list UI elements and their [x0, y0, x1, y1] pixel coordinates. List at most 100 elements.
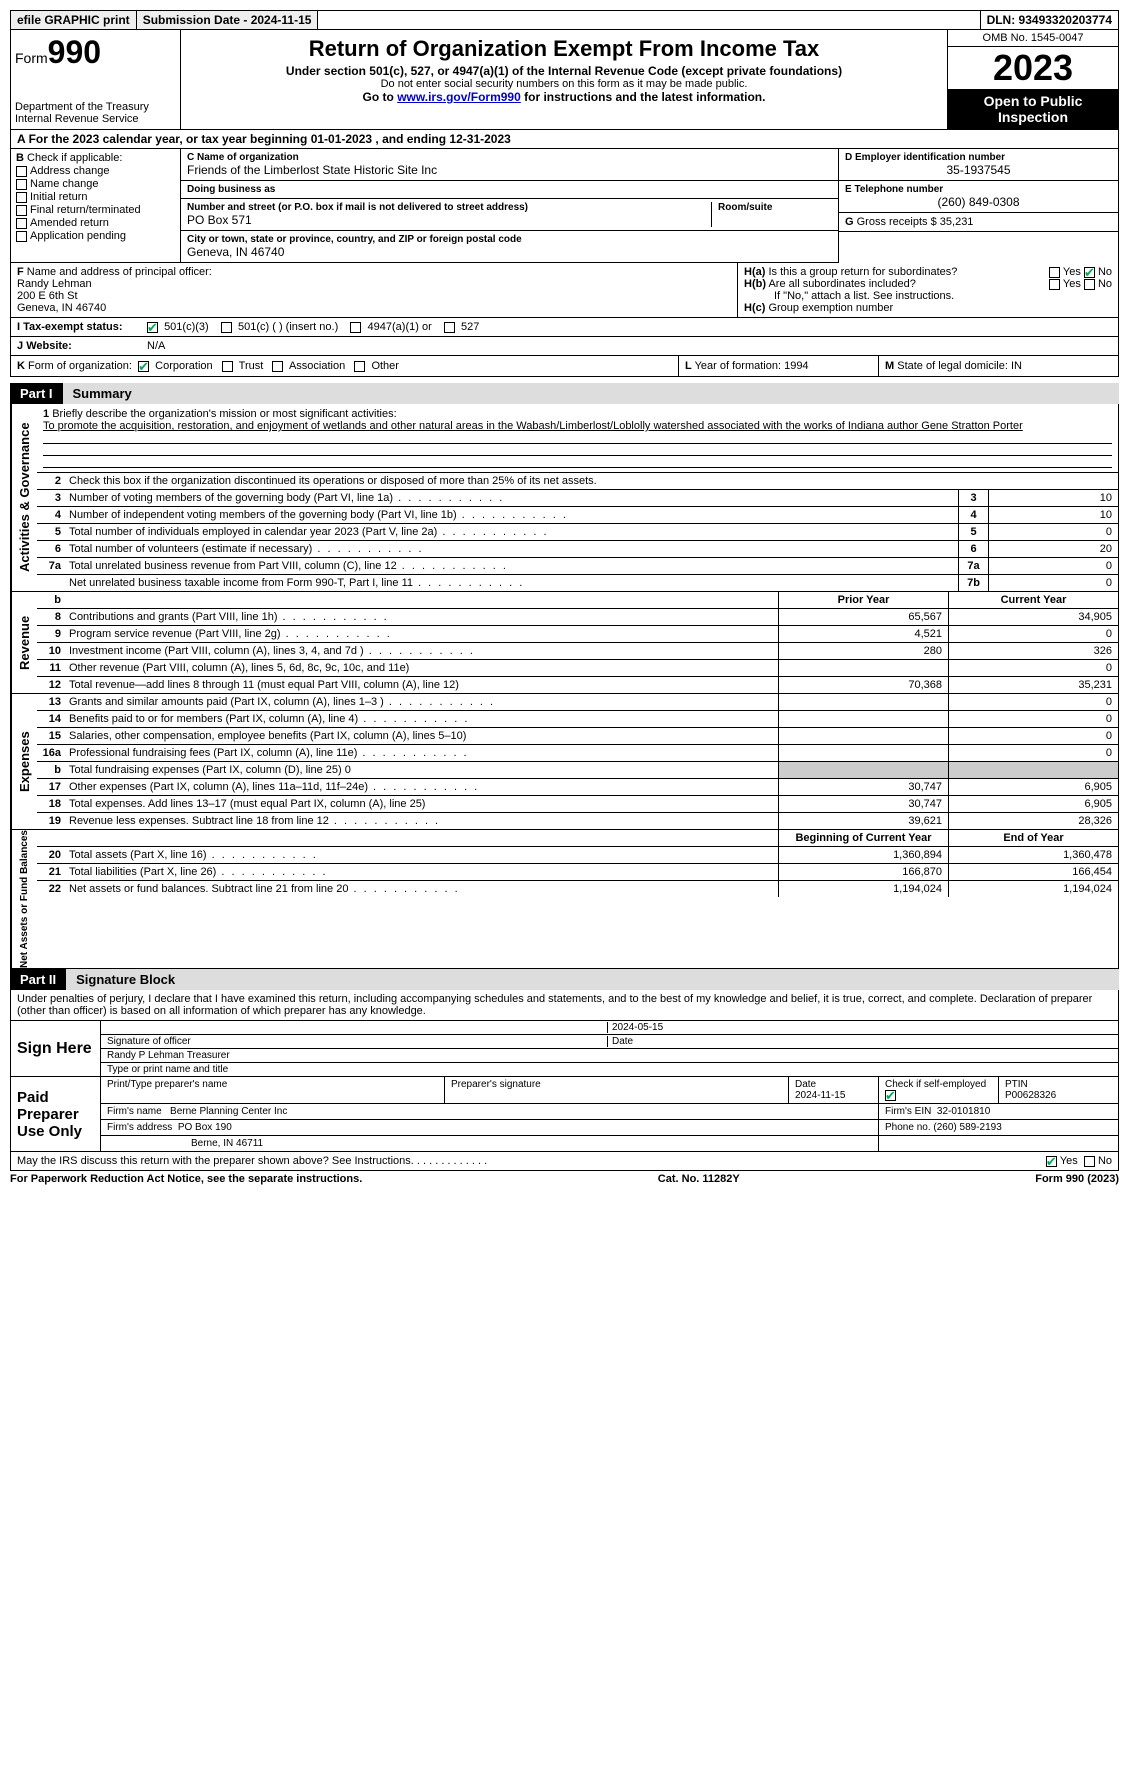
- l11-prior: [778, 660, 948, 676]
- sign-here-label: Sign Here: [11, 1021, 101, 1076]
- chk-hb-no[interactable]: [1084, 279, 1095, 290]
- website: N/A: [141, 337, 1118, 355]
- chk-name-change[interactable]: [16, 179, 27, 190]
- l12-prior: 70,368: [778, 677, 948, 693]
- efile-print-button[interactable]: efile GRAPHIC print: [11, 11, 137, 29]
- l9-prior: 4,521: [778, 626, 948, 642]
- open-inspection: Open to Public Inspection: [948, 89, 1118, 129]
- mission: To promote the acquisition, restoration,…: [43, 420, 1023, 432]
- chk-trust[interactable]: [222, 361, 233, 372]
- chk-initial-return[interactable]: [16, 192, 27, 203]
- check-applicable-label: Check if applicable:: [27, 152, 122, 164]
- perjury-declaration: Under penalties of perjury, I declare th…: [11, 990, 1118, 1020]
- firm-name: Berne Planning Center Inc: [170, 1106, 287, 1117]
- chk-501c3[interactable]: [147, 322, 158, 333]
- firm-ein: 32-0101810: [937, 1106, 990, 1117]
- chk-hb-yes[interactable]: [1049, 279, 1060, 290]
- firm-addr1: PO Box 190: [178, 1122, 232, 1133]
- l19-prior: 39,621: [778, 813, 948, 829]
- l8-curr: 34,905: [948, 609, 1118, 625]
- ssn-note: Do not enter social security numbers on …: [189, 78, 939, 90]
- l20-end: 1,360,478: [948, 847, 1118, 863]
- paid-preparer-label: Paid Preparer Use Only: [11, 1077, 101, 1151]
- l12-curr: 35,231: [948, 677, 1118, 693]
- phone: (260) 849-0308: [845, 195, 1112, 209]
- row-i: I Tax-exempt status: 501(c)(3) 501(c) ( …: [10, 318, 1119, 337]
- l18-curr: 6,905: [948, 796, 1118, 812]
- submission-date: Submission Date - 2024-11-15: [137, 11, 319, 29]
- prep-date: 2024-11-15: [795, 1090, 845, 1101]
- row-j: J Website: N/A: [10, 337, 1119, 356]
- chk-assoc[interactable]: [272, 361, 283, 372]
- chk-527[interactable]: [444, 322, 455, 333]
- chk-discuss-no[interactable]: [1084, 1156, 1095, 1167]
- chk-address-change[interactable]: [16, 166, 27, 177]
- l18-prior: 30,747: [778, 796, 948, 812]
- ein: 35-1937545: [845, 163, 1112, 177]
- irs-link[interactable]: www.irs.gov/Form990: [397, 90, 521, 104]
- l21-end: 166,454: [948, 864, 1118, 880]
- chk-final-return[interactable]: [16, 205, 27, 216]
- pra-notice: For Paperwork Reduction Act Notice, see …: [10, 1173, 362, 1185]
- chk-ha-yes[interactable]: [1049, 267, 1060, 278]
- form-label: Form990: [15, 34, 176, 71]
- part2-header: Part II Signature Block: [10, 969, 1119, 990]
- l16a-curr: 0: [948, 745, 1118, 761]
- chk-amended[interactable]: [16, 218, 27, 229]
- form-header: Form990 Department of the Treasury Inter…: [10, 30, 1119, 130]
- side-ag: Activities & Governance: [11, 404, 37, 591]
- l15-prior: [778, 728, 948, 744]
- l19-curr: 28,326: [948, 813, 1118, 829]
- chk-4947[interactable]: [350, 322, 361, 333]
- firm-addr2: Berne, IN 46711: [101, 1136, 878, 1151]
- l4-val: 10: [988, 507, 1118, 523]
- l7b-val: 0: [988, 575, 1118, 591]
- l13-prior: [778, 694, 948, 710]
- officer-street: 200 E 6th St: [17, 290, 78, 302]
- l3-val: 10: [988, 490, 1118, 506]
- l6-val: 20: [988, 541, 1118, 557]
- section-f-h: F Name and address of principal officer:…: [10, 263, 1119, 318]
- l7a-val: 0: [988, 558, 1118, 574]
- topbar: efile GRAPHIC print Submission Date - 20…: [10, 10, 1119, 30]
- chk-app-pending[interactable]: [16, 231, 27, 242]
- firm-phone: (260) 589-2193: [933, 1122, 1001, 1133]
- chk-discuss-yes[interactable]: [1046, 1156, 1057, 1167]
- officer-sig-name: Randy P Lehman Treasurer: [107, 1050, 1112, 1061]
- l21-beg: 166,870: [778, 864, 948, 880]
- chk-501c[interactable]: [221, 322, 232, 333]
- revenue: Revenue bPrior YearCurrent Year 8Contrib…: [10, 592, 1119, 694]
- chk-corp[interactable]: [138, 361, 149, 372]
- l5-val: 0: [988, 524, 1118, 540]
- l9-curr: 0: [948, 626, 1118, 642]
- section-a: A For the 2023 calendar year, or tax yea…: [10, 130, 1119, 149]
- chk-self-emp[interactable]: [885, 1090, 896, 1101]
- side-exp: Expenses: [11, 694, 37, 829]
- ptin: P00628326: [1005, 1090, 1056, 1101]
- l22-beg: 1,194,024: [778, 881, 948, 897]
- chk-other[interactable]: [354, 361, 365, 372]
- l17-curr: 6,905: [948, 779, 1118, 795]
- expenses: Expenses 13Grants and similar amounts pa…: [10, 694, 1119, 830]
- instructions-link: Go to www.irs.gov/Form990 for instructio…: [189, 90, 939, 104]
- tax-year: 2023: [948, 47, 1118, 89]
- side-na: Net Assets or Fund Balances: [11, 830, 37, 968]
- activities-governance: Activities & Governance 1 Briefly descri…: [10, 404, 1119, 592]
- signature-block: Under penalties of perjury, I declare th…: [10, 990, 1119, 1152]
- spacer: [318, 11, 980, 29]
- officer-city: Geneva, IN 46740: [17, 302, 106, 314]
- l20-beg: 1,360,894: [778, 847, 948, 863]
- discuss-row: May the IRS discuss this return with the…: [10, 1152, 1119, 1171]
- l22-end: 1,194,024: [948, 881, 1118, 897]
- street: PO Box 571: [187, 213, 711, 227]
- l10-prior: 280: [778, 643, 948, 659]
- l8-prior: 65,567: [778, 609, 948, 625]
- side-rev: Revenue: [11, 592, 37, 693]
- part1-header: Part I Summary: [10, 383, 1119, 404]
- l14-curr: 0: [948, 711, 1118, 727]
- city: Geneva, IN 46740: [187, 245, 832, 259]
- omb-number: OMB No. 1545-0047: [948, 30, 1118, 47]
- chk-ha-no[interactable]: [1084, 267, 1095, 278]
- form-footer: Form 990 (2023): [1035, 1173, 1119, 1185]
- year-formation: 1994: [784, 360, 808, 372]
